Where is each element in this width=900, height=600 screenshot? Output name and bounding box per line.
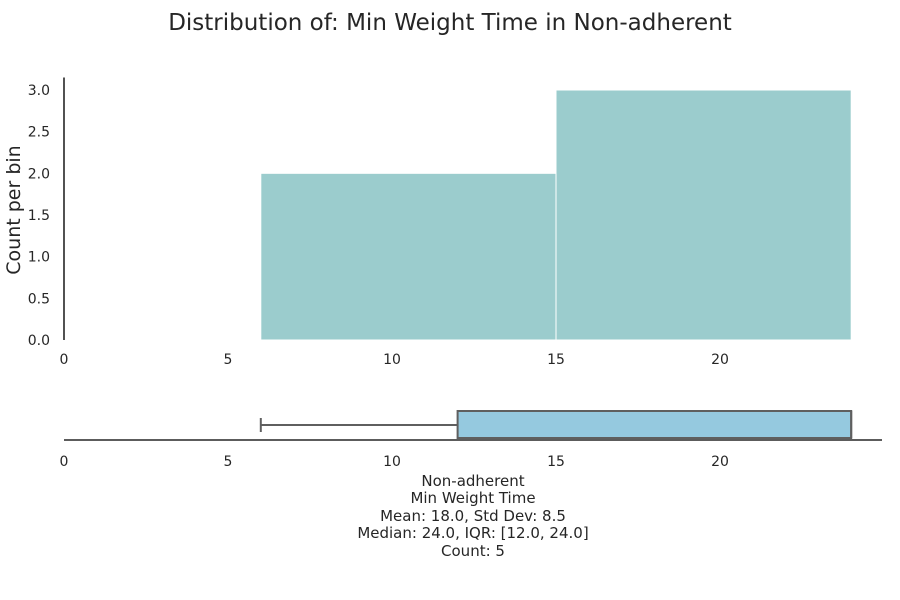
histogram-bar-0 xyxy=(260,172,557,341)
box-iqr-rect xyxy=(456,410,853,439)
stats-group: Non-adherent xyxy=(421,472,524,490)
histogram-x-tick-labels: 0 5 10 15 20 xyxy=(60,352,729,368)
histogram-y-tick-labels: 0.0 0.5 1.0 1.5 2.0 2.5 3.0 xyxy=(28,83,50,349)
box-x-tick-label-1: 5 xyxy=(224,454,233,470)
box-x-tick-label-4: 20 xyxy=(711,454,729,470)
box-x-tick-label-2: 10 xyxy=(383,454,401,470)
y-tick-label-5: 2.5 xyxy=(28,125,50,141)
y-tick-label-0: 0.0 xyxy=(28,333,50,349)
stats-variable: Min Weight Time xyxy=(410,489,535,507)
y-tick-label-4: 2.0 xyxy=(28,166,50,182)
histogram-bar-1 xyxy=(555,89,852,341)
hist-x-tick-label-0: 0 xyxy=(60,352,69,368)
stats-median-iqr: Median: 24.0, IQR: [12.0, 24.0] xyxy=(357,524,588,542)
hist-x-tick-label-4: 20 xyxy=(711,352,729,368)
y-tick-label-1: 0.5 xyxy=(28,291,50,307)
histogram-bars xyxy=(260,89,852,341)
y-tick-label-6: 3.0 xyxy=(28,83,50,99)
hist-x-tick-label-2: 10 xyxy=(383,352,401,368)
y-tick-label-3: 1.5 xyxy=(28,208,50,224)
y-tick-label-2: 1.0 xyxy=(28,250,50,266)
box-x-tick-label-0: 0 xyxy=(60,454,69,470)
stats-count: Count: 5 xyxy=(441,542,505,560)
box-x-tick-label-3: 15 xyxy=(547,454,565,470)
boxplot xyxy=(259,410,853,439)
boxplot-x-tick-labels: 0 5 10 15 20 xyxy=(60,454,729,470)
hist-x-tick-label-3: 15 xyxy=(547,352,565,368)
stats-mean-std: Mean: 18.0, Std Dev: 8.5 xyxy=(380,507,566,525)
y-axis-label: Count per bin xyxy=(3,145,25,274)
chart-title: Distribution of: Min Weight Time in Non-… xyxy=(168,10,732,36)
hist-x-tick-label-1: 5 xyxy=(224,352,233,368)
